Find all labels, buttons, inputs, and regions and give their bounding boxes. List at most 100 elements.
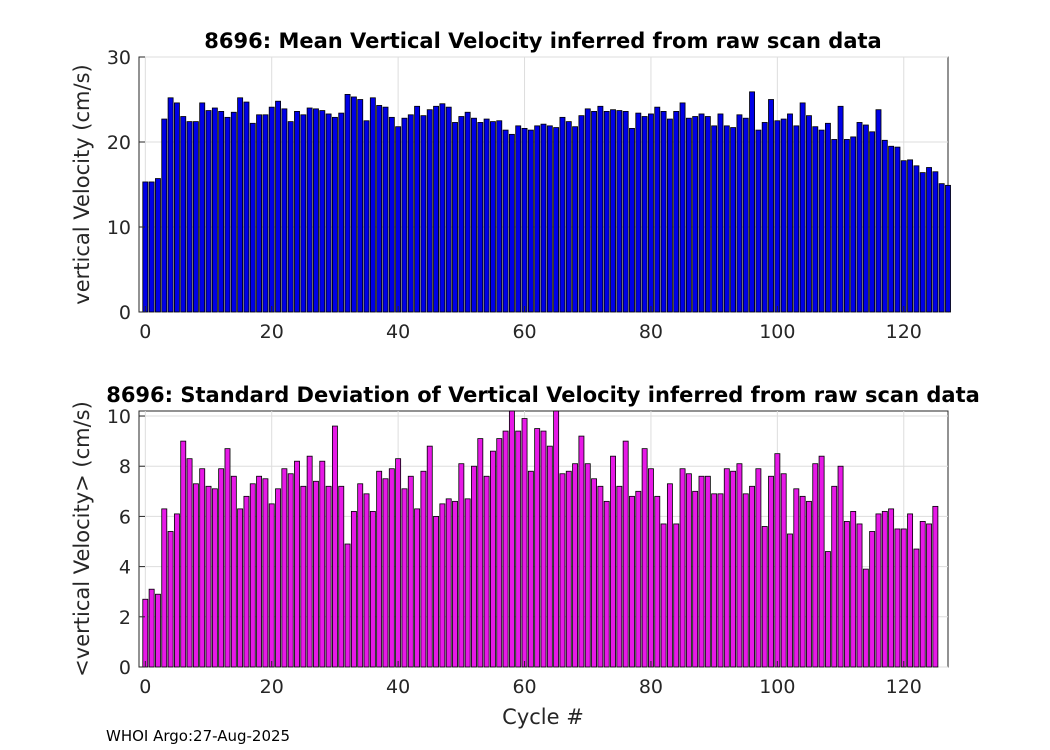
stddev-ytick-label: 0 (119, 657, 131, 679)
mean-bar (268, 106, 275, 313)
stddev-bar (742, 493, 749, 668)
stddev-bar (275, 488, 281, 668)
stddev-ytick-label: 6 (119, 506, 131, 528)
stddev-bar (919, 521, 926, 668)
stddev-bar (173, 513, 180, 668)
mean-ytick-label: 0 (119, 302, 131, 324)
stddev-bar (155, 593, 161, 668)
mean-bar (856, 122, 863, 313)
stddev-bar (281, 468, 288, 668)
mean-bar (452, 122, 458, 313)
stddev-bar (142, 598, 149, 668)
stddev-bar (515, 430, 522, 668)
mean-bar (862, 124, 869, 313)
stddev-bar (420, 470, 427, 668)
mean-bar (938, 183, 945, 313)
mean-bar (199, 102, 206, 313)
stddev-xtick-label: 20 (260, 676, 284, 698)
stddev-ytick-label: 4 (119, 557, 131, 579)
stddev-bar (527, 470, 534, 668)
mean-bar (666, 118, 673, 313)
stddev-bar (382, 478, 389, 668)
stddev-ytick-label: 8 (119, 456, 131, 478)
mean-bar (433, 105, 439, 313)
stddev-bar (445, 498, 452, 668)
stddev-bar (610, 455, 616, 668)
mean-bar (262, 114, 269, 313)
stddev-bar (439, 503, 446, 668)
stddev-bar (192, 483, 199, 668)
mean-xtick-label: 0 (139, 321, 151, 343)
mean-bar (325, 113, 332, 313)
mean-bar (369, 97, 376, 313)
mean-bar (610, 109, 616, 313)
stddev-bar (685, 473, 692, 668)
stddev-bar (401, 488, 408, 668)
mean-bar (679, 102, 686, 313)
stddev-bar (660, 523, 667, 668)
mean-bar (357, 99, 364, 313)
stddev-bar (559, 473, 566, 668)
mean-ytick-label: 20 (107, 132, 131, 154)
stddev-bar (666, 483, 673, 668)
mean-bar (300, 114, 307, 313)
stddev-velocity-ylabel: <vertical Velocity> (cm/s) (70, 401, 94, 677)
mean-bar (483, 118, 490, 313)
mean-velocity-bars (142, 91, 951, 313)
stddev-bar (837, 465, 844, 668)
mean-bar (508, 133, 515, 313)
mean-bar (888, 145, 895, 313)
stddev-bar (591, 478, 597, 668)
mean-bar (572, 126, 579, 313)
mean-bar (275, 100, 281, 313)
mean-bar (685, 117, 692, 313)
stddev-bar (831, 485, 838, 668)
stddev-bar (262, 478, 269, 668)
stddev-bar (793, 488, 800, 668)
stddev-bar (357, 483, 364, 668)
stddev-bar (755, 468, 762, 668)
mean-bar (395, 126, 402, 313)
mean-bar (704, 116, 711, 313)
mean-bar (843, 139, 850, 313)
stddev-bar (818, 455, 825, 668)
mean-bar (155, 178, 161, 313)
stddev-bar (464, 498, 471, 668)
mean-bar (445, 106, 452, 313)
stddev-bar (205, 485, 212, 668)
mean-bar (388, 116, 395, 313)
stddev-xtick-label: 60 (512, 676, 536, 698)
stddev-bar (894, 528, 901, 668)
mean-bar (919, 172, 926, 313)
mean-bar (224, 116, 231, 313)
mean-bar (900, 160, 907, 313)
mean-xtick-label: 40 (386, 321, 410, 343)
mean-bar (306, 107, 313, 313)
mean-bar (256, 114, 263, 313)
mean-bar (167, 97, 174, 313)
mean-bar (237, 97, 244, 313)
mean-bar (654, 106, 661, 313)
stddev-ytick-label: 2 (119, 607, 131, 629)
stddev-velocity-bars (142, 410, 939, 668)
mean-bar (717, 113, 724, 313)
stddev-velocity-title: 8696: Standard Deviation of Vertical Vel… (106, 383, 980, 407)
stddev-bar (907, 513, 914, 668)
stddev-ytick-label: 10 (107, 406, 131, 428)
stddev-bar (736, 463, 743, 668)
mean-bar (230, 111, 237, 313)
mean-xtick-label: 80 (639, 321, 663, 343)
mean-bar (768, 99, 774, 313)
stddev-bar (711, 493, 718, 668)
stddev-bar (698, 475, 705, 668)
mean-bar (629, 127, 635, 313)
mean-bar (711, 125, 718, 313)
stddev-bar (300, 485, 307, 668)
stddev-bar (325, 485, 332, 668)
mean-bar (749, 91, 755, 313)
stddev-bar (856, 523, 863, 668)
mean-bar (692, 116, 699, 313)
mean-bar (527, 129, 534, 313)
mean-xtick-label: 120 (886, 321, 922, 343)
stddev-bar (395, 458, 402, 668)
